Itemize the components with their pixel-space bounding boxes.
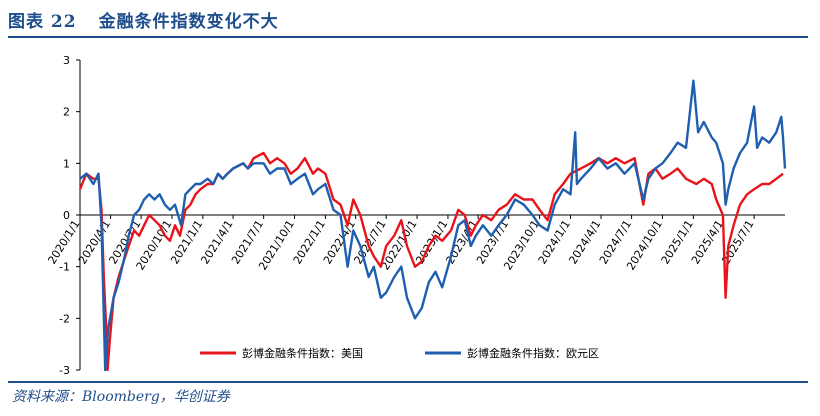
figure-header: 图表 22 金融条件指数变化不大 — [8, 4, 279, 34]
chart-axes — [79, 60, 785, 370]
footer-rule — [8, 381, 808, 383]
header-rule — [8, 36, 808, 38]
legend-label-eurozone: 彭博金融条件指数：欧元区 — [467, 346, 599, 360]
y-tick-label: 0 — [63, 209, 70, 222]
y-tick-label: -2 — [59, 312, 70, 325]
y-tick-label: 1 — [63, 157, 70, 170]
y-tick-label: -3 — [59, 364, 70, 377]
y-tick-label: 3 — [63, 54, 70, 67]
source-note: 资料来源：Bloomberg，华创证券 — [12, 389, 230, 405]
series-line-us — [78, 151, 784, 372]
y-tick-label: 2 — [63, 106, 70, 119]
legend-label-us: 彭博金融条件指数：美国 — [242, 346, 363, 360]
y-axis-ticks: -3 -2 -1 0 1 2 3 — [59, 54, 80, 377]
series-line-eurozone — [79, 79, 787, 372]
chart-legend: 彭博金融条件指数：美国 彭博金融条件指数：欧元区 — [200, 346, 599, 360]
y-tick-label: -1 — [59, 261, 70, 274]
figure-label: 图表 22 — [8, 11, 77, 32]
series-layer — [78, 79, 787, 372]
figure-title: 金融条件指数变化不大 — [98, 11, 279, 32]
